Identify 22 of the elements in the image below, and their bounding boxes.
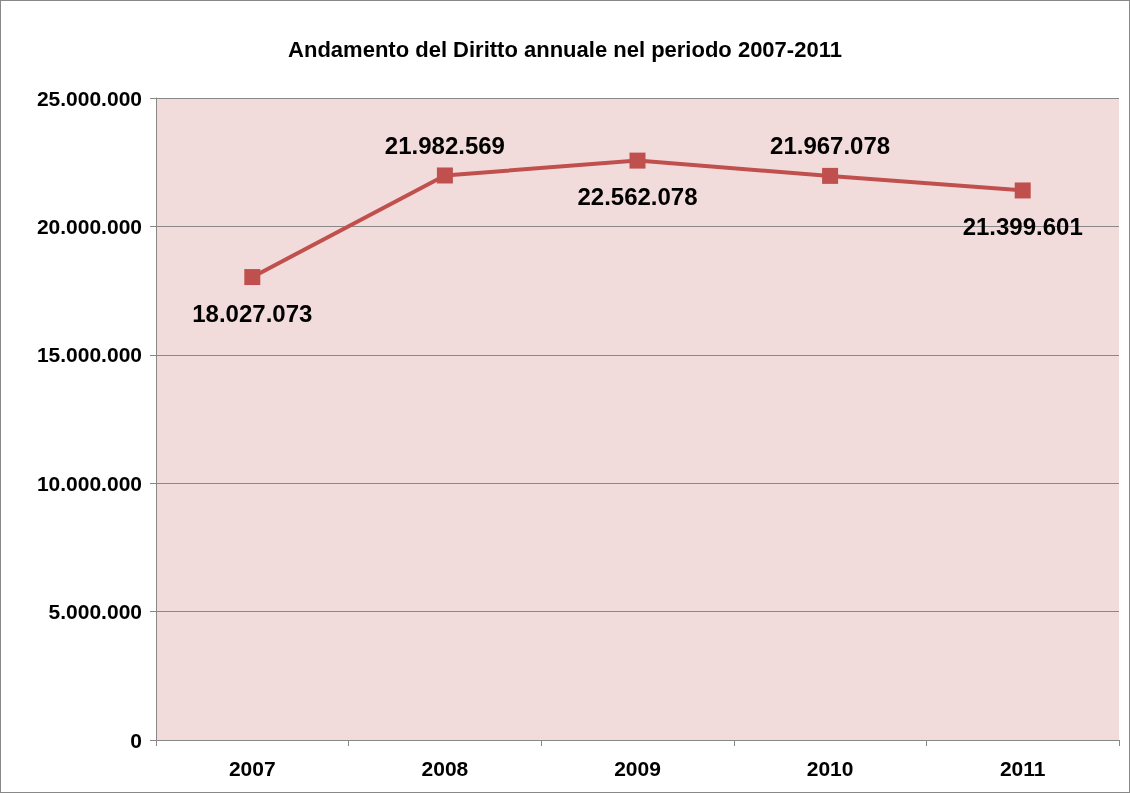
x-tick-label: 2007 [228, 757, 276, 780]
point [1014, 182, 1031, 199]
x-tick-label: 2009 [614, 757, 661, 780]
data-label: 22.562.078 [577, 183, 698, 211]
x-tick-label: 2010 [806, 757, 854, 780]
y-tick-label: 10.000.000 [36, 471, 142, 495]
data-label: 18.027.073 [192, 299, 313, 327]
chart-title: Andamento del Diritto annuale nel periodo 2007-2011 [288, 36, 842, 62]
y-tick-label: 0 [130, 728, 142, 752]
point [244, 269, 261, 286]
y-tick-label: 25.000.000 [36, 86, 142, 110]
point [436, 167, 453, 184]
data-label: 21.967.078 [770, 132, 891, 160]
y-tick-label: 15.000.000 [36, 343, 142, 367]
data-label: 21.982.569 [384, 131, 505, 159]
x-tick-label: 2011 [999, 757, 1046, 780]
y-tick-label: 20.000.000 [36, 214, 142, 238]
y-tick-label: 5.000.000 [48, 600, 142, 624]
x-tick-label: 2008 [421, 757, 469, 780]
data-label: 21.399.601 [962, 212, 1083, 240]
point [822, 167, 839, 184]
point [629, 152, 646, 169]
